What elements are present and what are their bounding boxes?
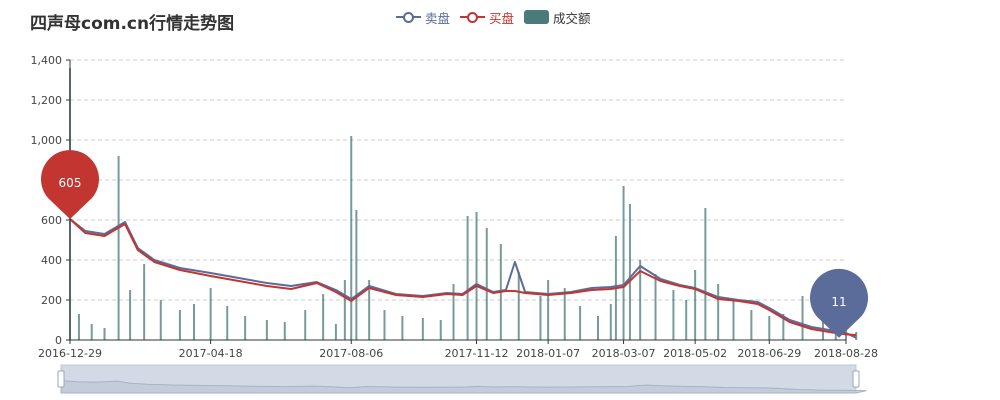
- volume-bar: [704, 208, 707, 340]
- volume-bar: [801, 296, 804, 340]
- volume-bar: [159, 300, 162, 340]
- volume-bar: [401, 316, 404, 340]
- x-tick-label: 2017-11-12: [445, 347, 509, 360]
- volume-bar: [639, 260, 642, 340]
- volume-bar: [517, 272, 520, 340]
- volume-bar: [694, 270, 697, 340]
- volume-bar: [609, 304, 612, 340]
- x-tick-label: 2018-08-28: [814, 347, 878, 360]
- y-tick-label: 0: [55, 334, 62, 347]
- x-tick-label: 2018-06-29: [737, 347, 801, 360]
- volume-bar: [322, 294, 325, 340]
- volume-bar: [717, 284, 720, 340]
- volume-bar: [209, 288, 212, 340]
- data-zoom-window: [61, 365, 856, 393]
- volume-bar: [117, 156, 120, 340]
- volume-bar: [628, 204, 631, 340]
- legend-line-icon-sell: [396, 10, 421, 24]
- legend: 卖盘 买盘 成交额: [396, 8, 601, 26]
- volume-bar: [90, 324, 93, 340]
- volume-bar: [283, 322, 286, 340]
- x-tick-label: 2018-05-02: [663, 347, 727, 360]
- min-marker-pin: [810, 268, 868, 338]
- min-marker-label: 11: [831, 295, 846, 309]
- volume-bar: [452, 284, 455, 340]
- volume-bar: [304, 310, 307, 340]
- volume-bar: [103, 328, 106, 340]
- volume-bar: [672, 290, 675, 340]
- max-marker-label: 605: [59, 176, 82, 190]
- x-tick-label: 2017-08-06: [319, 347, 383, 360]
- sell-series-line: [69, 218, 857, 339]
- data-zoom-preview: [60, 380, 867, 394]
- volume-bar: [485, 228, 488, 340]
- chart-title: 四声母com.cn行情走势图: [30, 14, 235, 34]
- volume-bar: [768, 316, 771, 340]
- volume-bar: [750, 310, 753, 340]
- y-tick-label: 400: [41, 254, 62, 267]
- legend-line-icon-buy: [460, 10, 486, 24]
- volume-bar: [782, 314, 785, 340]
- volume-bar: [596, 316, 599, 340]
- x-tick-label: 2018-01-07: [516, 347, 580, 360]
- volume-bar: [539, 296, 542, 340]
- volume-bar: [355, 210, 358, 340]
- legend-label-volume: 成交额: [553, 10, 591, 26]
- buy-series-line: [69, 218, 857, 336]
- data-zoom-handle-start[interactable]: [57, 370, 65, 388]
- max-marker-pin: [41, 150, 99, 219]
- volume-bar: [622, 186, 625, 340]
- volume-bar: [77, 314, 80, 340]
- legend-item-volume[interactable]: 成交额: [524, 8, 591, 27]
- volume-bar: [193, 304, 196, 340]
- x-tick-label: 2016-12-29: [38, 347, 102, 360]
- volume-bar: [475, 212, 478, 340]
- volume-bar: [265, 320, 268, 340]
- x-tick-label: 2017-04-18: [179, 347, 243, 360]
- volume-bar: [439, 320, 442, 340]
- volume-bar: [685, 300, 688, 340]
- volume-bar: [226, 306, 229, 340]
- volume-bar: [579, 306, 582, 340]
- volume-bar: [563, 288, 566, 340]
- volume-bar: [143, 264, 146, 340]
- volume-bar: [178, 310, 181, 340]
- volume-bar: [855, 332, 858, 340]
- y-tick-label: 200: [41, 294, 62, 307]
- volume-bar: [732, 300, 735, 340]
- y-tick-label: 1,400: [31, 54, 63, 67]
- y-tick-label: 600: [41, 214, 62, 227]
- volume-bar: [334, 324, 337, 340]
- volume-bar: [368, 280, 371, 340]
- legend-item-sell[interactable]: 卖盘: [396, 8, 450, 27]
- volume-bar: [421, 318, 424, 340]
- volume-bar: [343, 280, 346, 340]
- y-tick-label: 1,200: [31, 94, 63, 107]
- volume-bar: [466, 216, 469, 340]
- volume-bar: [547, 280, 550, 340]
- volume-bar: [350, 136, 353, 340]
- x-tick-label: 2018-03-07: [592, 347, 656, 360]
- y-tick-label: 1,000: [31, 134, 63, 147]
- volume-bar: [654, 274, 657, 340]
- legend-item-buy[interactable]: 买盘: [460, 8, 514, 27]
- volume-bar: [129, 290, 132, 340]
- volume-bar: [383, 310, 386, 340]
- legend-bar-icon-volume: [524, 10, 550, 24]
- data-zoom-handle-end[interactable]: [852, 370, 860, 388]
- legend-label-sell: 卖盘: [425, 10, 451, 26]
- volume-bar: [244, 316, 247, 340]
- legend-label-buy: 买盘: [489, 10, 515, 26]
